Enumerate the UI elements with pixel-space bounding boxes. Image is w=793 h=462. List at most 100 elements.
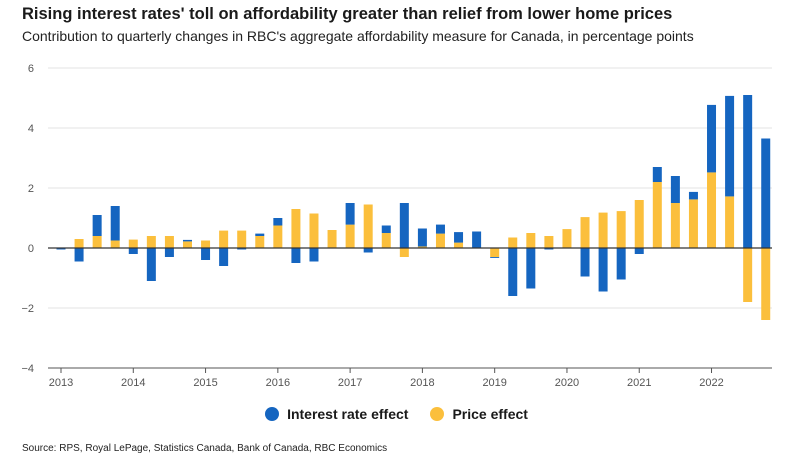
price-effect-bar [725, 196, 735, 248]
y-tick-label: 4 [28, 123, 34, 135]
price-effect-bar [544, 236, 554, 248]
price-effect-bar [309, 213, 319, 248]
x-tick-label: 2017 [338, 377, 362, 389]
price-effect-bar [580, 217, 590, 248]
price-effect-bar [128, 239, 138, 248]
interest-rate-bar [616, 248, 626, 280]
interest-rate-bar [237, 248, 247, 250]
legend: Interest rate effect Price effect [0, 406, 793, 422]
price-effect-bar [146, 236, 156, 248]
interest-rate-bar [707, 104, 717, 173]
y-tick-label: −2 [21, 303, 34, 315]
price-effect-bar [598, 212, 608, 248]
price-effect-bar [743, 248, 753, 302]
y-tick-label: 2 [28, 183, 34, 195]
interest-rate-bar [670, 176, 680, 203]
price-effect-bar [435, 233, 445, 248]
legend-swatch-price [430, 407, 445, 421]
price-effect-bar [201, 240, 211, 248]
y-tick-label: 0 [28, 243, 34, 255]
interest-rate-bar [472, 231, 482, 248]
x-tick-label: 2016 [266, 377, 290, 389]
legend-label-interest: Interest rate effect [287, 406, 409, 422]
price-effect-bar [688, 199, 698, 248]
interest-rate-bar [598, 248, 608, 292]
interest-rate-bar [182, 239, 192, 242]
price-effect-bar [508, 237, 518, 248]
price-effect-bar [110, 240, 120, 248]
interest-rate-bar [435, 224, 445, 234]
interest-rate-bar [580, 248, 590, 277]
price-effect-bar [164, 236, 174, 248]
x-tick-label: 2020 [555, 377, 579, 389]
price-effect-bar [616, 211, 626, 248]
interest-rate-bar [417, 228, 427, 247]
price-effect-bar [291, 209, 301, 248]
price-effect-bar [182, 241, 192, 248]
interest-rate-bar [146, 248, 156, 281]
y-axis: −4 −2 0 2 4 6 [21, 63, 34, 375]
x-tick-label: 2022 [699, 377, 723, 389]
price-effect-bar [670, 203, 680, 248]
price-effect-bar [237, 230, 247, 248]
interest-rate-bar [743, 95, 753, 248]
interest-rate-bar [508, 248, 518, 296]
legend-swatch-interest [265, 407, 280, 421]
interest-rate-bar [345, 203, 355, 225]
chart-subtitle: Contribution to quarterly changes in RBC… [22, 28, 694, 44]
price-effect-bar [634, 200, 644, 248]
price-effect-bar [381, 233, 391, 248]
interest-rate-bar [273, 218, 283, 226]
interest-rate-bar [526, 248, 536, 289]
interest-rate-bar [309, 248, 319, 262]
price-effect-bar [490, 248, 500, 257]
x-tick-label: 2021 [627, 377, 651, 389]
gridlines [48, 67, 772, 369]
chart-title: Rising interest rates' toll on affordabi… [22, 5, 673, 23]
interest-rate-bar [74, 248, 84, 262]
x-tick-label: 2013 [49, 377, 73, 389]
legend-label-price: Price effect [452, 406, 528, 422]
y-tick-label: 6 [28, 63, 34, 75]
bars [48, 95, 772, 320]
interest-rate-bar [454, 232, 464, 243]
interest-rate-bar [255, 233, 265, 236]
legend-item-price[interactable]: Price effect [430, 406, 528, 422]
price-effect-bar [761, 248, 771, 320]
price-effect-bar [74, 239, 84, 248]
interest-rate-bar [652, 167, 662, 182]
interest-rate-bar [110, 206, 120, 241]
interest-rate-bar [761, 138, 771, 248]
x-tick-label: 2014 [121, 377, 145, 389]
price-effect-bar [399, 248, 409, 257]
x-tick-label: 2015 [193, 377, 217, 389]
interest-rate-bar [201, 248, 211, 260]
interest-rate-bar [381, 225, 391, 233]
price-effect-bar [652, 182, 662, 248]
interest-rate-bar [399, 203, 409, 248]
interest-rate-bar [56, 248, 66, 250]
interest-rate-bar [92, 215, 102, 236]
price-effect-bar [219, 230, 229, 248]
interest-rate-bar [490, 257, 500, 258]
interest-rate-bar [363, 248, 373, 253]
legend-item-interest[interactable]: Interest rate effect [265, 406, 408, 422]
price-effect-bar [363, 204, 373, 248]
price-effect-bar [417, 246, 427, 248]
interest-rate-bar [219, 248, 229, 266]
interest-rate-bar [725, 95, 735, 197]
interest-rate-bar [544, 248, 554, 250]
interest-rate-bar [164, 248, 174, 257]
price-effect-bar [92, 236, 102, 248]
price-effect-bar [526, 233, 536, 248]
price-effect-bar [562, 229, 572, 248]
interest-rate-bar [688, 191, 698, 200]
x-tick-label: 2019 [482, 377, 506, 389]
price-effect-bar [327, 230, 337, 248]
x-axis: 2013 2014 2015 2016 2017 2018 2019 2020 2021 2022 [48, 367, 772, 389]
price-effect-bar [255, 236, 265, 248]
x-tick-label: 2018 [410, 377, 434, 389]
interest-rate-bar [634, 248, 644, 254]
price-effect-bar [707, 172, 717, 248]
interest-rate-bar [291, 248, 301, 263]
